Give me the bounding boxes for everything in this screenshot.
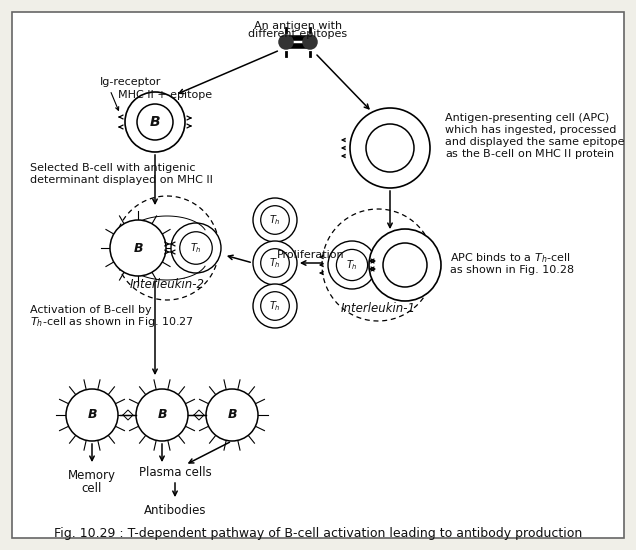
Circle shape xyxy=(261,249,289,277)
Circle shape xyxy=(328,241,376,289)
Text: $T_h$: $T_h$ xyxy=(190,241,202,255)
Circle shape xyxy=(350,108,430,188)
Circle shape xyxy=(171,223,221,273)
Text: Antigen-presenting cell (APC): Antigen-presenting cell (APC) xyxy=(445,113,609,123)
Text: B: B xyxy=(149,115,160,129)
Text: as shown in Fig. 10.28: as shown in Fig. 10.28 xyxy=(450,265,574,275)
Text: $T_h$: $T_h$ xyxy=(346,258,358,272)
Text: MHC II + epitope: MHC II + epitope xyxy=(118,90,212,100)
Circle shape xyxy=(253,198,297,242)
Text: Proliferation: Proliferation xyxy=(277,250,345,260)
Text: cell: cell xyxy=(82,481,102,494)
Text: Memory: Memory xyxy=(68,470,116,482)
Circle shape xyxy=(136,389,188,441)
Circle shape xyxy=(253,241,297,285)
Circle shape xyxy=(261,206,289,234)
Circle shape xyxy=(303,35,317,49)
Circle shape xyxy=(137,104,173,140)
Text: B: B xyxy=(157,409,167,421)
Text: Ig-receptor: Ig-receptor xyxy=(100,77,162,87)
Text: B: B xyxy=(87,409,97,421)
Text: An antigen with: An antigen with xyxy=(254,21,342,31)
Circle shape xyxy=(383,243,427,287)
Circle shape xyxy=(261,292,289,320)
Circle shape xyxy=(206,389,258,441)
Text: as t$\rm{h}$e B-cell on MHC II protein: as t$\rm{h}$e B-cell on MHC II protein xyxy=(445,147,615,161)
Circle shape xyxy=(336,249,368,280)
Text: $T_h$: $T_h$ xyxy=(269,213,281,227)
Text: Interleukin-2: Interleukin-2 xyxy=(130,278,205,292)
Text: different epitopes: different epitopes xyxy=(249,29,347,39)
Circle shape xyxy=(369,229,441,301)
Text: which has ingested, processed: which has ingested, processed xyxy=(445,125,616,135)
Text: Fig. 10.29 : T-dependent pathway of B-cell activation leading to antibody produc: Fig. 10.29 : T-dependent pathway of B-ce… xyxy=(54,526,582,540)
Text: Activation of B-cell by: Activation of B-cell by xyxy=(30,305,151,315)
Text: Interleukin-1: Interleukin-1 xyxy=(340,301,415,315)
Text: determinant displayed on MHC II: determinant displayed on MHC II xyxy=(30,175,213,185)
Text: B: B xyxy=(227,409,237,421)
Circle shape xyxy=(366,124,414,172)
Text: Selected B-cell with antigenic: Selected B-cell with antigenic xyxy=(30,163,195,173)
Circle shape xyxy=(66,389,118,441)
Circle shape xyxy=(253,284,297,328)
Circle shape xyxy=(279,35,293,49)
Text: $T_h$: $T_h$ xyxy=(269,299,281,313)
Text: $T_h$: $T_h$ xyxy=(269,256,281,270)
Text: Plasma cells: Plasma cells xyxy=(139,466,211,480)
Circle shape xyxy=(125,92,185,152)
Text: APC binds to a $T_h$-cell: APC binds to a $T_h$-cell xyxy=(450,251,570,265)
Text: $T_h$-cell as shown in Fig. 10.27: $T_h$-cell as shown in Fig. 10.27 xyxy=(30,315,194,329)
Text: and displayed the same epitope: and displayed the same epitope xyxy=(445,137,625,147)
Circle shape xyxy=(110,220,166,276)
Text: Antibodies: Antibodies xyxy=(144,503,206,516)
Text: B: B xyxy=(134,241,142,255)
Circle shape xyxy=(180,232,212,264)
